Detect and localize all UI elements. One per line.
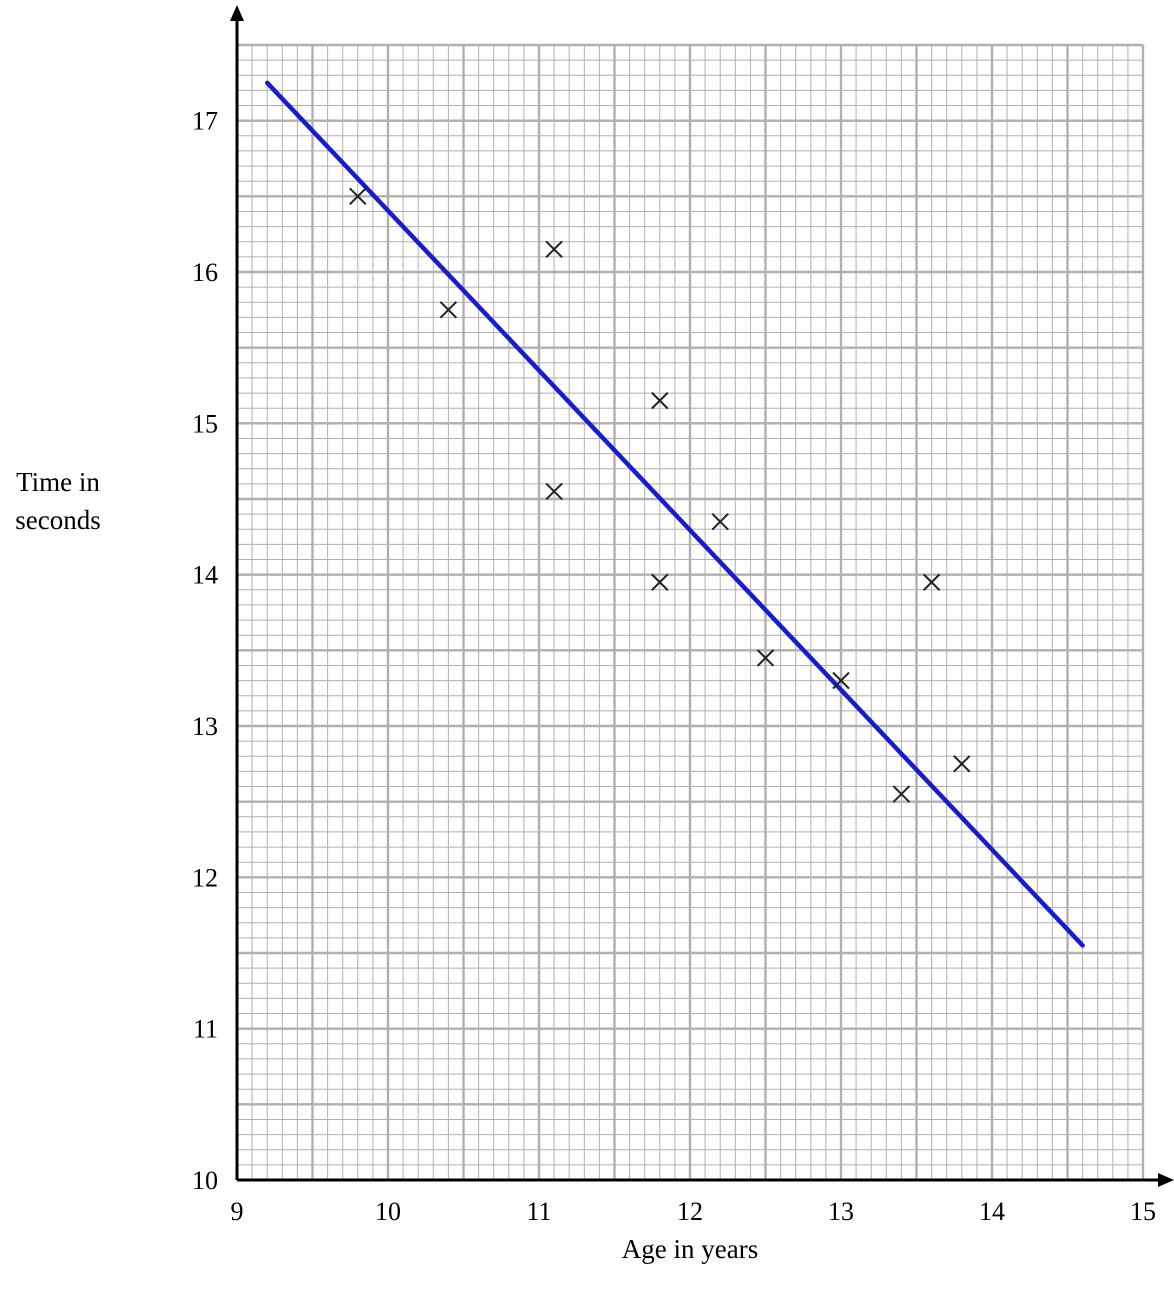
x-tick-label: 13	[828, 1197, 854, 1226]
x-tick-label: 10	[375, 1197, 401, 1226]
y-tick-label: 17	[192, 107, 218, 136]
y-axis-label-line-1: Time in	[16, 467, 100, 497]
data-points	[349, 187, 971, 803]
data-point	[439, 301, 458, 319]
x-tick-label: 9	[231, 1197, 244, 1226]
y-tick-label: 11	[193, 1015, 218, 1044]
data-point	[756, 649, 775, 667]
y-tick-label: 12	[192, 863, 218, 892]
x-tick-label: 12	[677, 1197, 703, 1226]
x-axis-arrow	[1158, 1173, 1174, 1187]
data-point	[922, 573, 941, 591]
x-tick-label: 11	[526, 1197, 551, 1226]
data-point	[711, 512, 729, 531]
line-of-best-fit-group	[264, 80, 1085, 948]
y-axis-arrow	[230, 5, 244, 21]
axes	[230, 5, 1174, 1187]
data-point	[349, 187, 367, 206]
line-of-best-fit	[264, 80, 1085, 948]
y-tick-label: 10	[192, 1166, 218, 1195]
y-tick-label: 15	[192, 409, 218, 438]
y-axis-label-line-2: seconds	[15, 505, 100, 535]
tick-labels: 9 10 11 12 13 14 15 10 11 12 13 14 15 16 17	[192, 107, 1156, 1226]
data-point	[651, 391, 669, 410]
x-tick-label: 14	[979, 1197, 1005, 1226]
data-point	[953, 755, 971, 773]
x-axis-label: Age in years	[622, 1234, 758, 1264]
y-tick-label: 16	[192, 258, 218, 287]
x-tick-label: 15	[1130, 1197, 1156, 1226]
data-point	[651, 573, 669, 591]
grid	[235, 43, 1145, 1182]
data-point	[832, 671, 850, 690]
y-tick-label: 13	[192, 712, 218, 741]
data-point	[545, 482, 563, 501]
data-point	[892, 785, 911, 803]
data-point	[545, 240, 563, 259]
y-tick-label: 14	[192, 561, 218, 590]
